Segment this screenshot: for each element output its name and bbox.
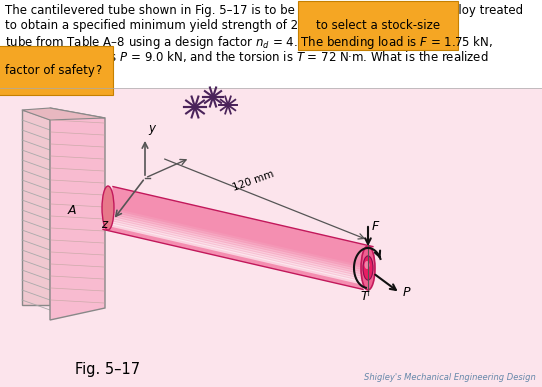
Text: Shigley's Mechanical Engineering Design: Shigley's Mechanical Engineering Design (364, 373, 536, 382)
Bar (0, 0, 542, 88)
Ellipse shape (361, 246, 375, 290)
Text: y: y (148, 122, 155, 135)
Polygon shape (22, 108, 105, 120)
Bar (0, 88, 542, 387)
Polygon shape (107, 211, 367, 274)
Text: to obtain a specified minimum yield strength of 276 MPa. We wish: to obtain a specified minimum yield stre… (5, 19, 397, 32)
Text: 120 mm: 120 mm (231, 169, 275, 193)
Text: tube from Table A–8 using a design factor $n_d$ = 4. The bending load is $F$ = 1: tube from Table A–8 using a design facto… (5, 34, 493, 51)
Text: Fig. 5–17: Fig. 5–17 (75, 362, 140, 377)
Ellipse shape (102, 186, 114, 230)
Text: the axial tension is $P$ = 9.0 kN, and the torsion is $T$ = 72 N·m. What is the : the axial tension is $P$ = 9.0 kN, and t… (5, 49, 488, 64)
Text: The cantilevered tube shown in Fig. 5–17 is to be made of 2014 aluminum alloy tr: The cantilevered tube shown in Fig. 5–17… (5, 4, 523, 17)
Polygon shape (105, 217, 366, 281)
Text: F: F (372, 220, 379, 233)
Polygon shape (106, 213, 367, 277)
Polygon shape (50, 108, 105, 320)
Text: z: z (101, 218, 107, 231)
Ellipse shape (363, 256, 373, 280)
Text: P: P (403, 286, 410, 299)
Polygon shape (105, 220, 365, 283)
Polygon shape (107, 209, 368, 272)
Polygon shape (107, 207, 368, 270)
Ellipse shape (365, 261, 370, 269)
Text: T: T (360, 290, 368, 303)
Polygon shape (104, 222, 365, 285)
Text: factor of safety: factor of safety (5, 64, 95, 77)
Text: ?: ? (95, 64, 101, 77)
Text: A: A (68, 204, 76, 216)
Bar (22, 110, 50, 305)
Polygon shape (103, 187, 373, 289)
Polygon shape (106, 216, 366, 279)
Text: to select a stock-size: to select a stock-size (316, 19, 440, 32)
